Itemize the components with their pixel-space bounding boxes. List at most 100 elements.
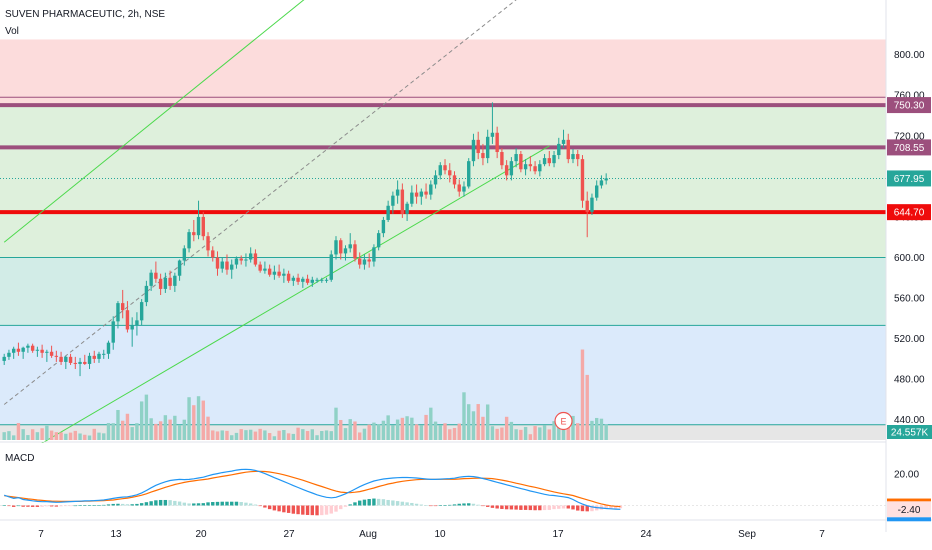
candle[interactable] bbox=[571, 148, 575, 164]
volume-indicator-label[interactable]: Vol bbox=[5, 26, 19, 37]
candle[interactable] bbox=[158, 273, 163, 295]
candle[interactable] bbox=[419, 188, 424, 205]
candle[interactable] bbox=[234, 256, 239, 269]
channel-line[interactable] bbox=[3, 145, 550, 466]
chart-title[interactable]: SUVEN PHARMACEUTIC, 2h, NSE bbox=[5, 9, 166, 20]
candle[interactable] bbox=[471, 133, 476, 167]
candle[interactable] bbox=[305, 274, 310, 285]
candle[interactable] bbox=[523, 159, 528, 176]
candle[interactable] bbox=[102, 349, 106, 359]
candle[interactable] bbox=[173, 272, 177, 292]
candle[interactable] bbox=[576, 149, 580, 167]
candle[interactable] bbox=[215, 251, 220, 276]
candle[interactable] bbox=[481, 143, 485, 166]
candle[interactable] bbox=[448, 163, 452, 183]
candle[interactable] bbox=[225, 254, 229, 275]
candle[interactable] bbox=[348, 233, 352, 253]
candle[interactable] bbox=[35, 346, 40, 357]
candle[interactable] bbox=[135, 312, 139, 336]
candle[interactable] bbox=[239, 255, 243, 265]
channel-line[interactable] bbox=[3, 0, 549, 243]
candle[interactable] bbox=[286, 270, 291, 283]
candle[interactable] bbox=[557, 137, 561, 160]
candle[interactable] bbox=[187, 229, 191, 253]
candle[interactable] bbox=[358, 252, 362, 269]
candle[interactable] bbox=[116, 301, 120, 329]
candle[interactable] bbox=[78, 357, 82, 377]
candle[interactable] bbox=[277, 264, 281, 278]
candle[interactable] bbox=[547, 151, 551, 167]
candle[interactable] bbox=[163, 272, 168, 293]
candle[interactable] bbox=[324, 277, 329, 283]
candle[interactable] bbox=[201, 211, 205, 241]
candle[interactable] bbox=[154, 261, 158, 283]
candle[interactable] bbox=[21, 346, 25, 359]
candle[interactable] bbox=[343, 245, 348, 261]
candle[interactable] bbox=[381, 216, 386, 238]
candle[interactable] bbox=[59, 351, 63, 365]
candle[interactable] bbox=[367, 253, 371, 268]
candle[interactable] bbox=[495, 126, 499, 159]
candle[interactable] bbox=[68, 353, 73, 365]
price-axis[interactable]: 800.00760.00720.00680.00640.00600.00560.… bbox=[885, 0, 932, 532]
candle[interactable] bbox=[485, 129, 490, 164]
candle[interactable] bbox=[500, 147, 504, 170]
candle[interactable] bbox=[26, 343, 30, 353]
channel-line[interactable] bbox=[3, 0, 549, 405]
candle[interactable] bbox=[599, 175, 604, 189]
candle[interactable] bbox=[542, 154, 547, 167]
candle[interactable] bbox=[144, 280, 149, 307]
candle[interactable] bbox=[291, 275, 296, 286]
candle[interactable] bbox=[206, 232, 210, 257]
candle[interactable] bbox=[272, 265, 277, 280]
candle[interactable] bbox=[376, 230, 381, 251]
candle[interactable] bbox=[443, 159, 447, 175]
candle[interactable] bbox=[16, 342, 21, 356]
candle[interactable] bbox=[372, 244, 376, 267]
candle[interactable] bbox=[192, 219, 196, 242]
candle[interactable] bbox=[414, 184, 419, 204]
candle[interactable] bbox=[604, 173, 608, 185]
candle[interactable] bbox=[476, 131, 480, 160]
candle[interactable] bbox=[410, 185, 414, 207]
candle[interactable] bbox=[339, 238, 343, 260]
candle[interactable] bbox=[54, 350, 59, 362]
candle[interactable] bbox=[267, 264, 272, 277]
candle[interactable] bbox=[211, 246, 215, 262]
candle[interactable] bbox=[519, 151, 523, 173]
candle[interactable] bbox=[7, 349, 11, 360]
candle[interactable] bbox=[462, 181, 466, 197]
candle[interactable] bbox=[282, 268, 286, 283]
candle[interactable] bbox=[125, 301, 130, 333]
candle[interactable] bbox=[533, 161, 537, 175]
candle[interactable] bbox=[196, 200, 201, 240]
candle[interactable] bbox=[244, 253, 248, 267]
candle[interactable] bbox=[452, 171, 457, 189]
candle[interactable] bbox=[429, 180, 433, 200]
candle[interactable] bbox=[391, 191, 395, 214]
candle[interactable] bbox=[457, 179, 461, 197]
candle[interactable] bbox=[49, 345, 54, 358]
candle[interactable] bbox=[585, 191, 589, 238]
candle[interactable] bbox=[528, 156, 533, 172]
candle[interactable] bbox=[490, 102, 495, 144]
candle[interactable] bbox=[11, 346, 16, 359]
candle[interactable] bbox=[315, 277, 319, 283]
candle[interactable] bbox=[111, 316, 115, 350]
candle[interactable] bbox=[64, 355, 68, 370]
candle[interactable] bbox=[334, 236, 338, 260]
candle[interactable] bbox=[424, 183, 428, 199]
candle[interactable] bbox=[182, 245, 187, 266]
candle[interactable] bbox=[329, 250, 333, 282]
candle[interactable] bbox=[149, 269, 153, 291]
candle[interactable] bbox=[83, 354, 87, 365]
candle[interactable] bbox=[561, 129, 566, 148]
candle[interactable] bbox=[301, 276, 305, 288]
candle[interactable] bbox=[552, 151, 556, 168]
candle[interactable] bbox=[362, 254, 367, 270]
candle[interactable] bbox=[97, 351, 101, 363]
candle[interactable] bbox=[538, 160, 542, 177]
candle[interactable] bbox=[40, 344, 44, 358]
candle[interactable] bbox=[566, 133, 570, 164]
